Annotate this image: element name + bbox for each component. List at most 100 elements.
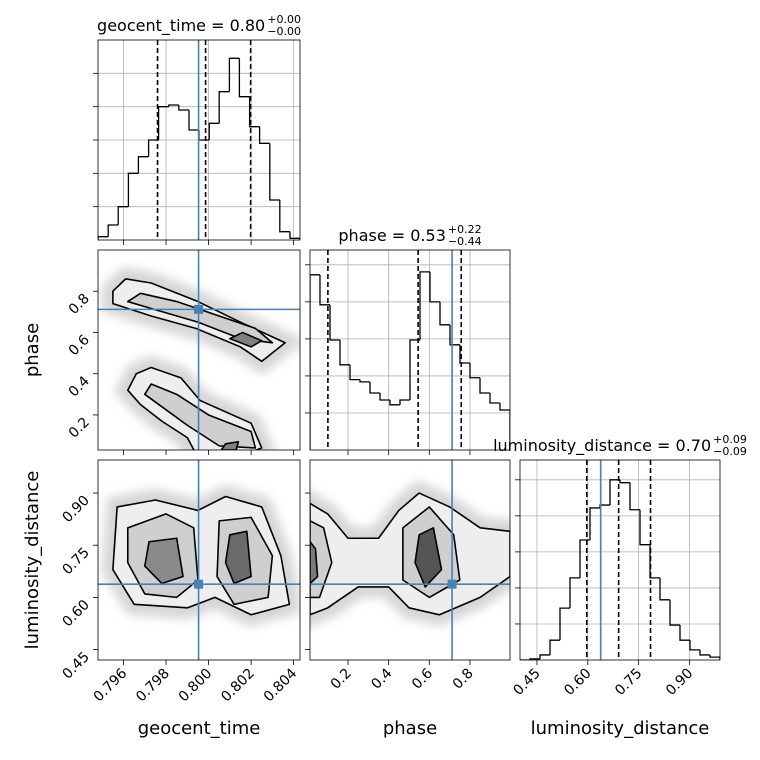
contour (310, 540, 319, 585)
hist-step (469, 362, 480, 379)
hist-step (629, 482, 640, 511)
axes-frame (519, 459, 721, 661)
panel (310, 460, 510, 660)
hist-step (699, 649, 710, 656)
hist-step (359, 379, 370, 383)
hist-step (279, 200, 291, 233)
axes-frame (309, 459, 511, 661)
truth-marker (447, 579, 457, 589)
hist-step (649, 544, 660, 579)
hist-step (429, 271, 440, 303)
hist-step (269, 143, 280, 201)
hist-step (289, 231, 300, 240)
hist-step (178, 105, 190, 111)
hist-step (389, 400, 400, 406)
title-upper: +0.22 (448, 223, 482, 236)
hist-step (147, 139, 159, 157)
hist-step (569, 577, 580, 609)
hist-step (137, 156, 149, 174)
x-tick-label: 0.60 (561, 666, 594, 699)
hist-step (459, 344, 470, 364)
contour (224, 530, 252, 585)
y-tick-label: 0.2 (66, 414, 93, 441)
panel (520, 460, 720, 660)
panel (310, 250, 510, 450)
hist-step (218, 91, 230, 124)
title-upper: +0.00 (267, 13, 301, 26)
hist-step (499, 402, 510, 450)
hist-step (208, 122, 220, 140)
hist-step (689, 640, 700, 651)
hist-step (258, 126, 270, 144)
y-tick-label: 0.4 (66, 373, 93, 400)
hist-step (709, 654, 720, 660)
hist-step (669, 599, 680, 626)
x-axis-label: geocent_time (138, 718, 261, 739)
x-tick-label: 0.796 (91, 665, 131, 705)
panel-title: phase = 0.53 (338, 226, 445, 245)
contour (414, 527, 443, 588)
x-tick-label: 0.800 (176, 666, 216, 706)
hist-step (609, 479, 620, 506)
x-axis-label: luminosity_distance (531, 718, 710, 739)
hist-step (479, 377, 490, 394)
hist-step (579, 539, 590, 578)
hist-step (449, 324, 460, 346)
axes-frame (97, 249, 301, 451)
x-tick-label: 0.798 (133, 666, 173, 706)
hist-step (248, 96, 260, 128)
hist-step (319, 274, 330, 306)
hist-step (369, 381, 380, 394)
hist-step (117, 206, 129, 225)
hist-step (419, 271, 430, 340)
panel-title: luminosity_distance = 0.70 (493, 436, 711, 456)
hist-step (599, 504, 610, 508)
hist-step (339, 340, 350, 366)
y-tick-label: 0.60 (59, 597, 92, 630)
panel (98, 250, 300, 450)
title-lower: −0.00 (267, 25, 301, 38)
y-tick-label: 0.75 (59, 545, 92, 578)
y-axis-label: phase (22, 323, 43, 377)
hist-step (168, 104, 179, 107)
x-tick-label: 0.802 (218, 666, 258, 706)
panel (98, 40, 300, 240)
x-tick-label: 0.6 (409, 665, 436, 692)
truth-marker (194, 304, 204, 314)
y-tick-label: 0.8 (66, 291, 93, 318)
hist-step (127, 172, 139, 207)
hist-step (329, 304, 340, 341)
axes-frame (309, 249, 511, 451)
title-lower: −0.44 (448, 235, 482, 248)
contour (229, 331, 263, 348)
hist-step (659, 577, 670, 601)
hist-step (157, 106, 169, 140)
x-tick-label: 0.45 (510, 666, 543, 699)
hist-step (228, 57, 240, 92)
y-axis-label: luminosity_distance (22, 471, 43, 650)
axes-frame (97, 459, 301, 661)
hist-step (679, 625, 690, 641)
hist-step (379, 392, 390, 401)
hist-step (589, 507, 600, 540)
hist-step (409, 339, 420, 400)
x-tick-label: 0.2 (328, 666, 355, 693)
hist-step (539, 654, 550, 659)
x-tick-label: 0.75 (612, 666, 645, 699)
title-lower: −0.09 (713, 445, 747, 458)
truth-marker (194, 579, 204, 589)
hist-step (188, 110, 199, 131)
x-tick-label: 0.804 (261, 665, 301, 705)
y-tick-label: 0.45 (59, 649, 92, 682)
hist-step (439, 301, 450, 326)
title-upper: +0.09 (713, 433, 747, 446)
x-tick-label: 0.8 (450, 666, 477, 693)
x-tick-label: 0.4 (368, 665, 395, 692)
y-tick-label: 0.6 (66, 332, 93, 359)
hist-step (639, 509, 650, 546)
y-tick-label: 0.90 (59, 493, 92, 526)
hist-step (238, 58, 250, 98)
x-axis-label: phase (383, 718, 437, 739)
